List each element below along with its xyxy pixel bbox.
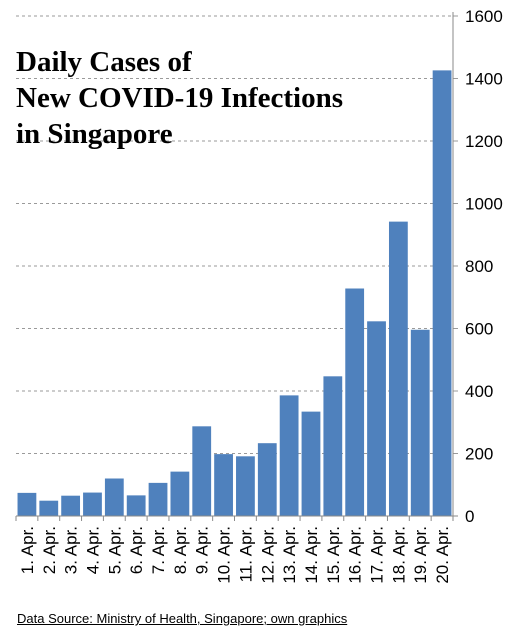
x-tick-label: 17. Apr. — [368, 526, 387, 584]
bar — [236, 456, 255, 516]
bar — [192, 426, 212, 516]
x-tick-label: 2. Apr. — [40, 526, 59, 574]
bar — [323, 376, 343, 516]
y-tick-label: 200 — [465, 445, 493, 464]
y-tick-label: 600 — [465, 320, 493, 339]
bar — [410, 329, 430, 516]
x-tick-label: 5. Apr. — [105, 526, 124, 574]
x-tick-label: 9. Apr. — [193, 526, 212, 574]
x-tick-label: 12. Apr. — [258, 526, 277, 584]
bar — [367, 321, 386, 516]
chart-title: Daily Cases of New COVID-19 Infections i… — [16, 44, 343, 152]
bar — [170, 471, 190, 516]
y-tick-label: 800 — [465, 257, 493, 276]
y-tick-label: 400 — [465, 382, 493, 401]
chart-title-line-1: Daily Cases of — [16, 46, 192, 78]
x-tick-label: 19. Apr. — [411, 526, 430, 584]
x-tick-label: 6. Apr. — [127, 526, 146, 574]
bar — [214, 454, 233, 516]
bar — [39, 500, 59, 516]
bar — [257, 443, 277, 516]
x-tick-label: 13. Apr. — [280, 526, 299, 584]
bar — [61, 495, 81, 516]
y-tick-labels: 0 200 400 600 800 1000 1200 1400 1600 — [465, 7, 503, 526]
x-tick-label: 8. Apr. — [171, 526, 190, 574]
x-tick-label: 3. Apr. — [62, 526, 81, 574]
x-tick-label: 1. Apr. — [18, 526, 37, 574]
x-tick-label: 20. Apr. — [433, 526, 452, 584]
chart-title-line-2: New COVID-19 Infections — [16, 82, 344, 114]
y-tick-label: 1000 — [465, 195, 503, 214]
x-tick-label: 15. Apr. — [324, 526, 343, 584]
bar — [148, 482, 168, 516]
bar — [17, 492, 37, 516]
x-tick-label: 7. Apr. — [149, 526, 168, 574]
chart-title-line-3: in Singapore — [16, 118, 173, 150]
bar — [301, 411, 321, 516]
gridlines — [16, 15, 453, 454]
bar — [388, 221, 408, 516]
bar — [432, 70, 452, 516]
y-tick-label: 1600 — [465, 7, 503, 26]
y-tick-label: 1200 — [465, 132, 503, 151]
x-tick-label: 14. Apr. — [302, 526, 321, 584]
y-tick-label: 0 — [465, 507, 474, 526]
bar — [345, 288, 365, 516]
source-note: Data Source: Ministry of Health, Singapo… — [17, 611, 348, 626]
x-tick-label: 18. Apr. — [389, 526, 408, 584]
x-tick-labels: 1. Apr. 2. Apr. 3. Apr. 4. Apr. 5. Apr. 6. Ap… — [18, 526, 452, 584]
x-tick-label: 10. Apr. — [215, 526, 234, 584]
axes — [15, 12, 458, 521]
bar — [83, 492, 102, 516]
bar — [104, 478, 124, 516]
bar — [126, 495, 146, 516]
x-tick-label: 4. Apr. — [83, 526, 102, 574]
x-tick-label: 16. Apr. — [346, 526, 365, 584]
bars — [17, 70, 452, 516]
bar — [279, 395, 299, 516]
x-tick-label: 11. Apr. — [236, 526, 255, 582]
y-tick-label: 1400 — [465, 70, 503, 89]
